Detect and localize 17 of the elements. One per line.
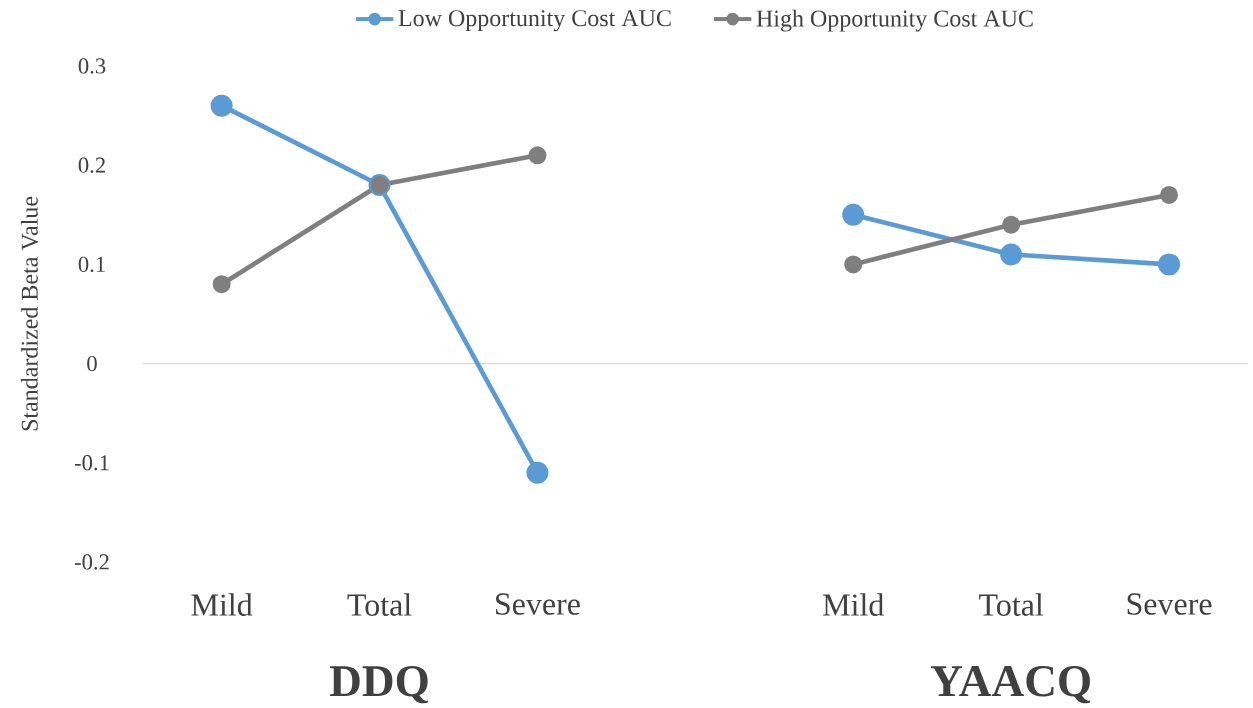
y-tick-label: 0.2 [78, 157, 105, 173]
legend-label: High Opportunity Cost AUC [756, 9, 1033, 32]
legend-label: Low Opportunity Cost AUC [398, 10, 671, 32]
x-tick-label: Severe [1127, 593, 1212, 615]
y-tick-label: -0.1 [74, 455, 109, 471]
y-tick-label: 0 [87, 356, 97, 372]
x-tick-label: Total [347, 593, 412, 616]
y-axis-title: Standardized Beta Value [20, 196, 38, 431]
x-tick-label: Severe [496, 593, 580, 615]
y-tick-label: -0.2 [74, 554, 109, 570]
y-tick-label: 0.1 [78, 256, 105, 273]
x-tick-label: Mild [823, 593, 884, 616]
x-tick-label: Mild [191, 593, 253, 616]
text: YAACQ [930, 666, 1091, 704]
x-tick-label: Total [979, 593, 1044, 616]
text: DDQ [329, 666, 428, 704]
y-tick-label: 0.3 [78, 58, 106, 74]
